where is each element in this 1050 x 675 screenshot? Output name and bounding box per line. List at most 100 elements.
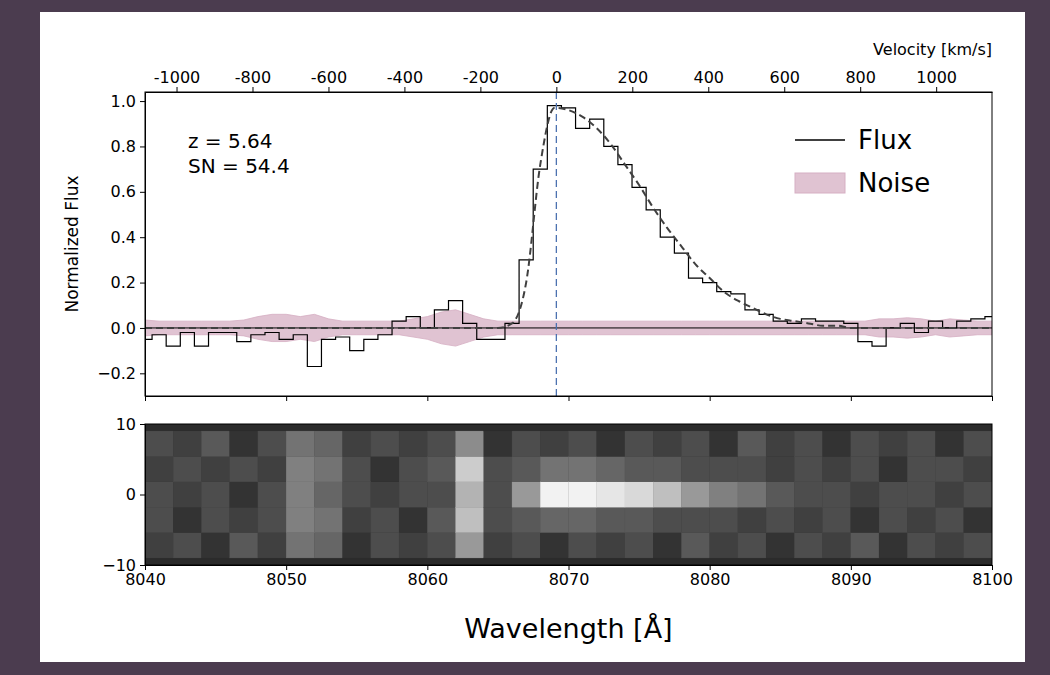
tick: 0 [552,68,562,92]
tick-mark [784,87,785,92]
tick: -1000 [154,68,201,92]
image-cell [851,431,879,456]
tick-mark [427,565,428,570]
tick-mark [708,87,709,92]
image-cell [230,533,258,558]
chart-svg: −0.20.00.20.40.60.81.0-1000-800-600-400-… [0,0,1050,675]
tick-label: 200 [618,68,649,87]
image-cell [371,456,399,481]
image-cell [145,456,173,481]
image-cell [569,456,597,481]
axis-line [145,425,146,566]
tick-mark [480,87,481,92]
tick-mark [404,87,405,92]
image-cell [936,482,964,507]
image-cell [230,507,258,532]
tick-mark [140,328,145,329]
tick: −0.2 [97,364,145,383]
image-cell [879,533,907,558]
image-cell [766,507,794,532]
image-cell [794,482,822,507]
tick-label: 600 [769,68,800,87]
image-cell [258,482,286,507]
x-axis [146,396,993,401]
image-cell [794,456,822,481]
image-cell [258,533,286,558]
tick-mark [427,396,428,401]
tick [851,396,852,401]
tick-label: 8040 [125,570,166,589]
tick: 8050 [266,565,307,589]
tick-mark [140,146,145,147]
image-cell [456,431,484,456]
image-cell [738,507,766,532]
image-cell [710,456,738,481]
image-cell [569,507,597,532]
image-cell [343,507,371,532]
tick-mark [992,565,993,570]
image-cell [625,533,653,558]
y-axis: −0.20.00.20.40.60.81.0 [97,92,145,397]
tick-mark [140,192,145,193]
image-cell [399,431,427,456]
image-cell [597,533,625,558]
image-cell [286,507,314,532]
image-cell [710,533,738,558]
tick-mark [569,565,570,570]
image-cell [286,482,314,507]
tick: 8040 [125,565,166,589]
image-cell [258,431,286,456]
image-cell [710,482,738,507]
image-cell [314,431,342,456]
image-cell [371,507,399,532]
image-cell [484,431,512,456]
tick-mark [632,87,633,92]
tick: -800 [235,68,271,92]
tick-label: 1.0 [111,92,136,111]
legend: FluxNoise [795,125,930,198]
image-cell [540,456,568,481]
tick-label: 8060 [407,570,448,589]
image-cell [343,482,371,507]
y-axis: −10010 [102,415,145,575]
plot-background [145,424,992,565]
tick: -600 [311,68,347,92]
x2-axis: -1000-800-600-400-20002004006008001000 [146,68,993,93]
tick [145,396,146,401]
tick-mark [556,87,557,92]
tick: 0.2 [111,273,145,292]
image-cell [484,533,512,558]
image-cell [427,533,455,558]
image-cell [314,533,342,558]
image-cell [964,482,992,507]
x-axis: 8040805080608070808080908100 [125,565,1013,589]
image-cell [738,456,766,481]
tick-label: 8050 [266,570,307,589]
tick-mark [140,101,145,102]
image-cell [456,482,484,507]
image-cell [230,456,258,481]
tick-mark [851,565,852,570]
tick: 8080 [690,565,731,589]
image-cell [399,507,427,532]
image-cell [710,431,738,456]
tick: 1000 [916,68,957,92]
image-cell [907,507,935,532]
image-cell [540,431,568,456]
image-cell [794,431,822,456]
image-cell [484,507,512,532]
image-cell [201,507,229,532]
image-cell [936,431,964,456]
image-cell [710,507,738,532]
tick-mark [569,396,570,401]
tick: 400 [694,68,725,92]
image-cell [738,533,766,558]
image-cell [597,456,625,481]
tick-label: 0.6 [111,182,136,201]
legend-swatch [795,173,845,193]
image-cell [512,431,540,456]
image-cell [427,431,455,456]
image-cell [569,431,597,456]
tick [992,396,993,401]
image-cell [201,456,229,481]
